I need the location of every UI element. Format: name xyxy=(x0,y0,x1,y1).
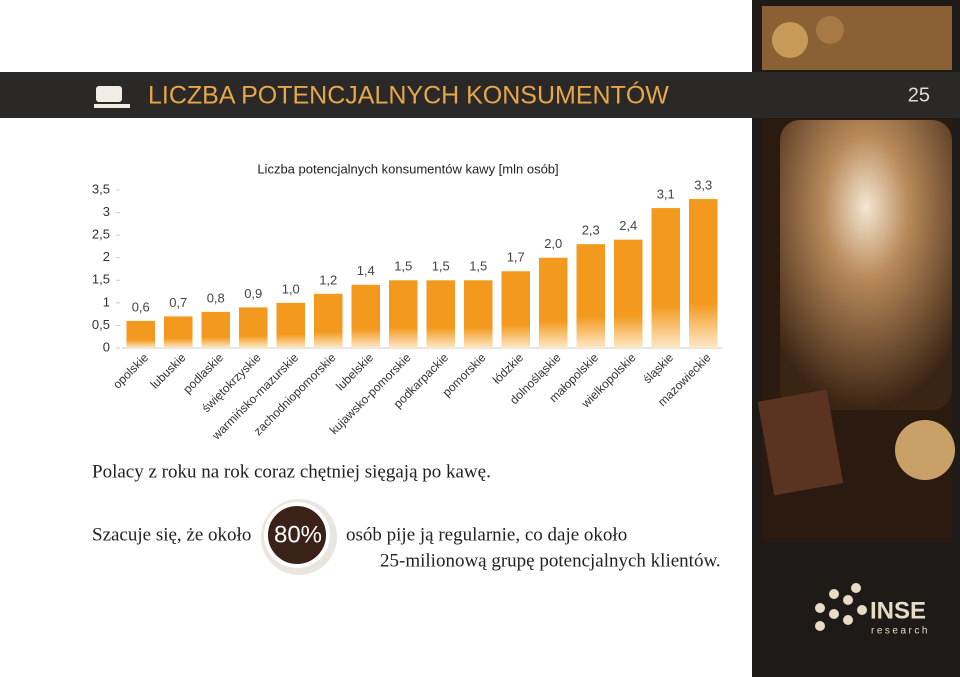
logo-dot xyxy=(851,583,861,593)
bar xyxy=(576,244,605,348)
bar xyxy=(689,199,718,348)
cup-badge xyxy=(264,502,330,568)
value-label: 0,7 xyxy=(169,295,187,310)
photo-detail xyxy=(816,16,844,44)
value-label: 2,4 xyxy=(619,218,637,233)
value-label: 1,5 xyxy=(432,259,450,274)
value-label: 3,1 xyxy=(657,186,675,201)
value-label: 1,5 xyxy=(469,259,487,274)
paragraph: 25-milionową grupę potencjalnych klientó… xyxy=(380,550,721,571)
value-label: 1,7 xyxy=(507,250,525,265)
value-label: 3,3 xyxy=(694,177,712,192)
y-tick-label: 3,5 xyxy=(92,181,110,196)
x-tick-label: łódzkie xyxy=(490,350,527,387)
bar xyxy=(426,280,455,348)
bar xyxy=(651,208,680,348)
cup-icon xyxy=(96,86,122,102)
photo-detail xyxy=(772,22,808,58)
logo-name: INSE xyxy=(870,597,926,624)
coffee-glass xyxy=(780,120,952,410)
chart-title: Liczba potencjalnych konsumentów kawy [m… xyxy=(257,161,558,176)
logo-dot xyxy=(815,621,825,631)
cup-icon xyxy=(94,104,130,108)
y-tick-label: 2 xyxy=(103,249,110,264)
x-tick-label: opolskie xyxy=(110,350,151,391)
logo-dot xyxy=(829,609,839,619)
logo: INSE research xyxy=(815,583,930,637)
page-number: 25 xyxy=(908,84,930,106)
bar xyxy=(126,320,155,348)
chart: Liczba potencjalnych konsumentów kawy [m… xyxy=(92,161,722,443)
logo-sub: research xyxy=(871,626,930,637)
y-tick-label: 2,5 xyxy=(92,227,110,242)
value-label: 0,8 xyxy=(207,290,225,305)
y-tick-label: 0 xyxy=(103,339,110,354)
value-label: 0,6 xyxy=(132,299,150,314)
value-label: 2,0 xyxy=(544,236,562,251)
value-label: 1,2 xyxy=(319,272,337,287)
paragraph: Szacuje się, że około xyxy=(92,524,251,545)
value-label: 1,4 xyxy=(357,263,375,278)
bar xyxy=(351,284,380,348)
highlight-value: 80% xyxy=(274,521,322,548)
photo-detail xyxy=(895,420,955,480)
value-label: 1,5 xyxy=(394,259,412,274)
header-title: LICZBA POTENCJALNYCH KONSUMENTÓW xyxy=(148,81,669,110)
value-label: 1,0 xyxy=(282,281,300,296)
value-label: 2,3 xyxy=(582,223,600,238)
bar xyxy=(464,280,493,348)
bar xyxy=(276,302,305,348)
y-tick-label: 3 xyxy=(103,204,110,219)
bar xyxy=(614,239,643,348)
logo-dot xyxy=(843,615,853,625)
logo-dot xyxy=(829,589,839,599)
y-tick-label: 1,5 xyxy=(92,272,110,287)
bar xyxy=(501,271,530,348)
bar xyxy=(389,280,418,348)
logo-dot xyxy=(857,605,867,615)
bar xyxy=(201,311,230,348)
paragraph: osób pije ją regularnie, co daje około xyxy=(346,524,627,545)
bar xyxy=(239,307,268,348)
chocolate xyxy=(757,389,844,496)
y-tick-label: 0,5 xyxy=(92,317,110,332)
y-tick-label: 1 xyxy=(103,294,110,309)
logo-dot xyxy=(843,595,853,605)
x-tick-label: śląskie xyxy=(640,350,676,386)
bar xyxy=(314,293,343,348)
logo-dot xyxy=(815,603,825,613)
header-band xyxy=(0,72,960,118)
paragraph: Polacy z roku na rok coraz chętniej sięg… xyxy=(92,461,491,482)
value-label: 0,9 xyxy=(244,286,262,301)
bar xyxy=(164,316,193,348)
bar xyxy=(539,257,568,348)
